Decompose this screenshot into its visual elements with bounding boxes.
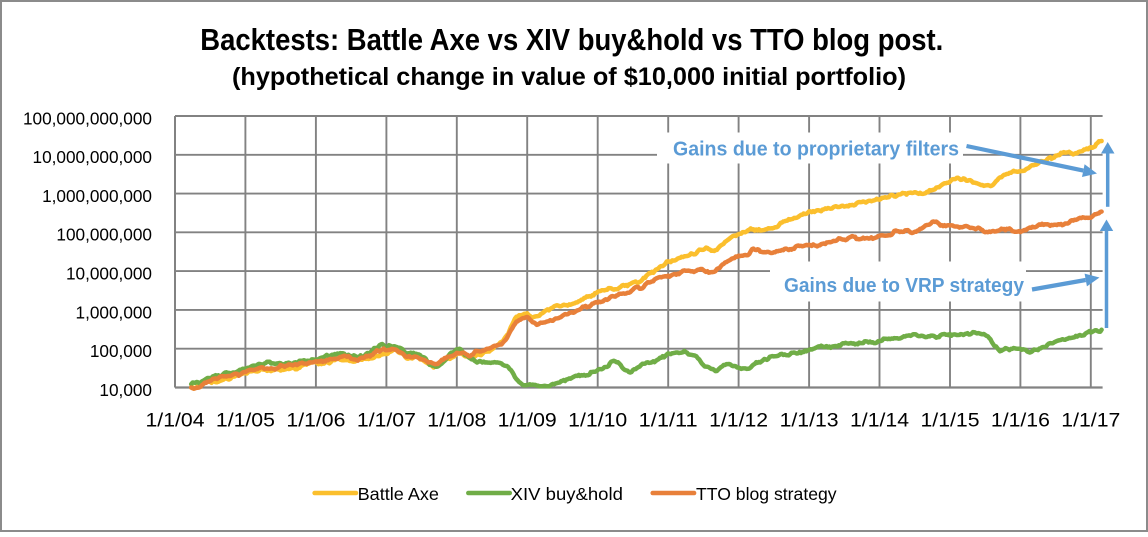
svg-text:100,000,000,000: 100,000,000,000: [23, 108, 152, 128]
svg-text:Battle Axe: Battle Axe: [358, 484, 439, 504]
svg-text:1/1/05: 1/1/05: [216, 410, 275, 432]
svg-text:Gains due to proprietary filte: Gains due to proprietary filters: [673, 137, 959, 160]
svg-text:1/1/09: 1/1/09: [498, 410, 557, 432]
svg-text:1/1/04: 1/1/04: [146, 410, 205, 432]
svg-text:1/1/11: 1/1/11: [639, 410, 698, 432]
svg-text:100,000: 100,000: [90, 341, 152, 361]
svg-text:1,000,000,000: 1,000,000,000: [42, 186, 152, 206]
svg-text:1/1/14: 1/1/14: [850, 410, 909, 432]
svg-text:1/1/07: 1/1/07: [357, 410, 416, 432]
svg-text:1/1/15: 1/1/15: [921, 410, 980, 432]
svg-text:10,000,000: 10,000,000: [66, 264, 152, 284]
svg-text:1/1/12: 1/1/12: [709, 410, 768, 432]
svg-text:XIV buy&hold: XIV buy&hold: [511, 484, 623, 504]
svg-text:1/1/16: 1/1/16: [991, 410, 1050, 432]
svg-text:Backtests: Battle Axe vs XIV b: Backtests: Battle Axe vs XIV buy&hold vs…: [200, 22, 943, 57]
svg-text:10,000: 10,000: [99, 380, 152, 400]
svg-text:1/1/06: 1/1/06: [286, 410, 345, 432]
svg-text:1/1/10: 1/1/10: [568, 410, 627, 432]
svg-text:1/1/17: 1/1/17: [1061, 410, 1120, 432]
svg-text:Gains due to VRP strategy: Gains due to VRP strategy: [784, 274, 1025, 297]
svg-text:10,000,000,000: 10,000,000,000: [33, 147, 152, 167]
svg-text:TTO blog strategy: TTO blog strategy: [696, 484, 837, 504]
svg-text:1/1/13: 1/1/13: [780, 410, 839, 432]
svg-text:1,000,000: 1,000,000: [76, 302, 152, 322]
svg-text:1/1/08: 1/1/08: [427, 410, 486, 432]
svg-text:(hypothetical change in value: (hypothetical change in value of $10,000…: [232, 63, 906, 91]
svg-text:100,000,000: 100,000,000: [56, 225, 152, 245]
